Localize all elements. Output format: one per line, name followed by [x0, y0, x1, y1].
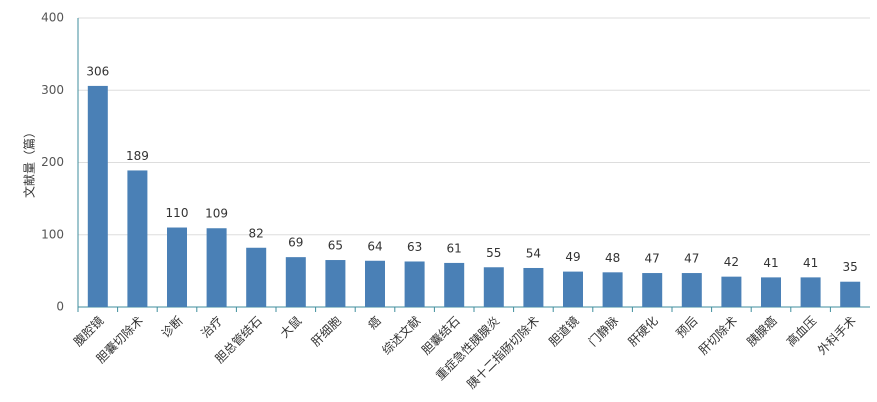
bar — [285, 257, 306, 307]
bar — [444, 262, 465, 307]
data-label: 69 — [288, 236, 303, 250]
bar — [602, 272, 623, 307]
data-label: 110 — [166, 206, 189, 220]
data-label: 65 — [328, 239, 343, 253]
x-tick-label: 肝细胞 — [309, 314, 344, 349]
bar — [404, 261, 425, 307]
bar — [483, 267, 504, 307]
data-label: 47 — [684, 252, 699, 266]
x-tick-label: 大鼠 — [278, 314, 305, 341]
bar — [563, 271, 583, 307]
bar — [800, 277, 821, 307]
data-label: 63 — [407, 240, 422, 254]
bar — [167, 227, 187, 307]
y-tick-label: 100 — [41, 227, 64, 241]
data-label: 41 — [763, 256, 778, 270]
data-label: 109 — [205, 207, 228, 221]
bar — [127, 170, 148, 307]
x-tick-label: 胰十二指肠切除术 — [463, 313, 541, 391]
x-tick-label: 治疗 — [198, 314, 225, 341]
bar — [325, 260, 346, 307]
bar — [246, 247, 267, 307]
x-tick-label: 腹腔镜 — [70, 313, 106, 349]
x-tick-label: 预后 — [674, 314, 701, 341]
bar — [365, 260, 385, 307]
bar — [87, 85, 108, 307]
x-tick-label: 肝硬化 — [625, 314, 660, 349]
x-tick-label: 胆道镜 — [546, 313, 582, 349]
y-tick-label: 300 — [41, 83, 64, 97]
y-tick-label: 0 — [56, 300, 64, 314]
data-label: 49 — [565, 250, 580, 264]
bar — [523, 267, 544, 307]
bar — [206, 228, 227, 307]
y-tick-label: 400 — [41, 11, 64, 25]
x-tick-label: 癌 — [364, 313, 383, 332]
data-label: 42 — [724, 255, 739, 269]
data-label: 48 — [605, 251, 620, 265]
data-label: 47 — [645, 252, 660, 266]
x-tick-label: 综述文献 — [379, 313, 424, 358]
bar — [642, 273, 663, 307]
bar — [721, 276, 742, 307]
bar — [840, 281, 861, 307]
data-label: 61 — [447, 241, 462, 255]
data-label: 54 — [526, 246, 541, 260]
data-label: 64 — [367, 239, 382, 253]
x-tick-label: 诊断 — [158, 313, 186, 341]
data-label: 41 — [803, 256, 818, 270]
data-label: 35 — [843, 260, 858, 274]
x-tick-label: 门静脉 — [585, 313, 621, 349]
data-label: 55 — [486, 246, 501, 260]
x-tick-label: 高血压 — [783, 313, 819, 349]
data-label: 306 — [86, 64, 109, 78]
data-label: 189 — [126, 149, 149, 163]
bar — [681, 273, 702, 307]
x-tick-label: 外科手术 — [815, 314, 859, 358]
data-label: 82 — [249, 226, 264, 240]
y-axis-label: 文献量（篇） — [22, 126, 37, 198]
y-tick-label: 200 — [41, 155, 64, 169]
x-tick-label: 肝切除术 — [695, 313, 740, 358]
bar — [761, 277, 781, 307]
x-tick-label: 胰腺癌 — [744, 313, 780, 349]
